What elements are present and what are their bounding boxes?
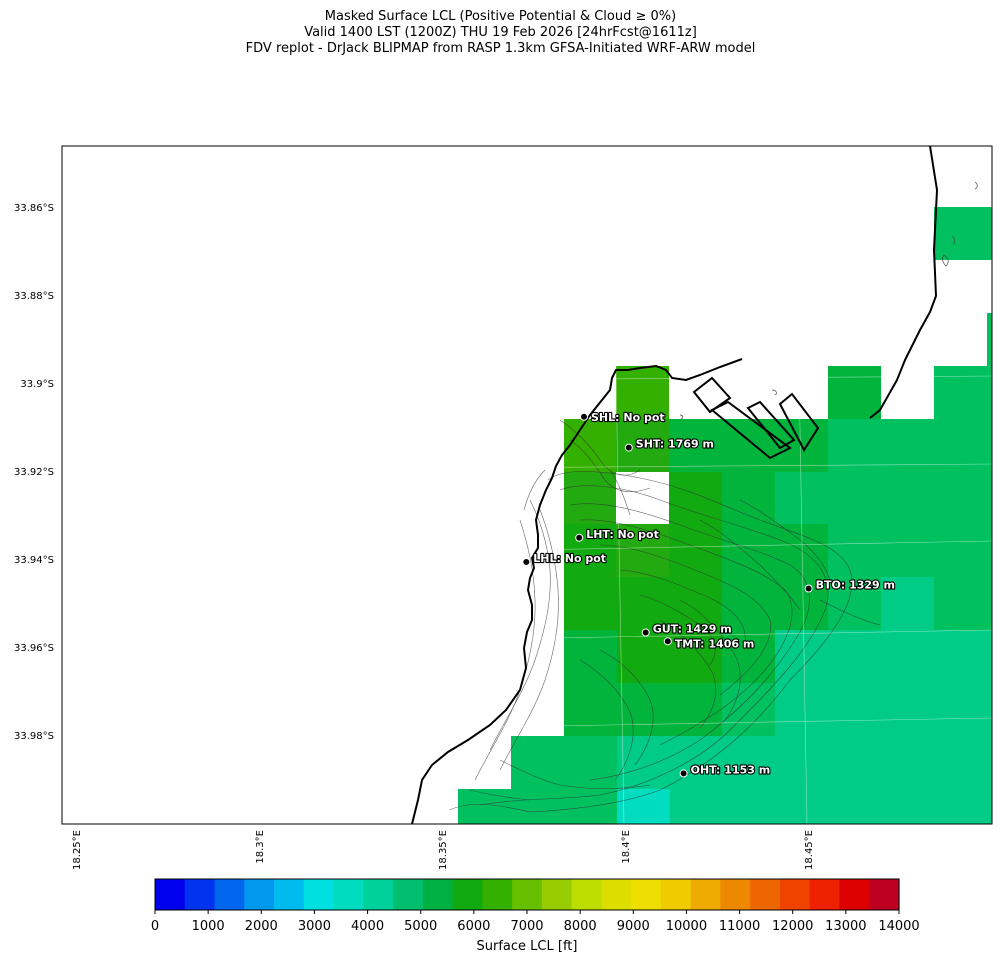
colorbar-swatch <box>571 879 602 910</box>
colorbar-swatch <box>422 879 454 910</box>
longitude-labels: 18.25°E 18.3°E 18.35°E 18.4°E 18.45°E <box>72 830 815 870</box>
station-lhl[interactable]: LHL: No pot <box>522 551 607 566</box>
colorbar-tick-label: 4000 <box>351 919 384 934</box>
colorbar-tick-label: 10000 <box>666 919 707 934</box>
colorbar-tick-label: 1000 <box>192 919 225 934</box>
station-tmt[interactable]: TMT: 1406 m <box>663 636 755 651</box>
lon-label: 18.25°E <box>72 830 83 870</box>
lon-label: 18.45°E <box>804 830 815 870</box>
lon-label: 18.3°E <box>255 830 266 864</box>
station-oht[interactable]: OHT: 1153 m <box>679 762 771 778</box>
colorbar-swatch <box>333 879 364 910</box>
lat-label: 33.96°S <box>14 643 54 654</box>
colorbar-ticks: 0 1000 2000 3000 4000 5000 6000 7000 8000 9000 100… <box>151 910 920 934</box>
station-lht[interactable]: LHT: No pot <box>575 527 660 542</box>
lat-label: 33.92°S <box>14 467 54 478</box>
colorbar-swatch <box>779 879 811 910</box>
station-label: GUT: 1429 m <box>653 623 732 636</box>
lat-label: 33.88°S <box>14 291 54 302</box>
lcl-grid-cells <box>458 207 992 824</box>
map-frame <box>61 145 993 825</box>
colorbar-tick-label: 12000 <box>772 919 813 934</box>
colorbar-tick-label: 5000 <box>404 919 437 934</box>
colorbar-swatch <box>274 879 305 910</box>
colorbar-swatch <box>452 879 483 910</box>
colorbar-tick-label: 3000 <box>298 919 331 934</box>
lat-label: 33.98°S <box>14 731 54 742</box>
colorbar-swatch <box>601 879 632 910</box>
station-shl[interactable]: SHL: No pot <box>580 410 666 425</box>
colorbar-tick-label: 2000 <box>245 919 278 934</box>
colorbar-swatch <box>393 879 424 910</box>
colorbar-swatch <box>750 879 781 910</box>
colorbar-swatch <box>512 879 543 910</box>
graticule <box>62 146 992 824</box>
station-label: LHT: No pot <box>586 528 659 541</box>
lat-label: 33.9°S <box>20 379 54 390</box>
colorbar-swatch <box>214 879 245 910</box>
colorbar-swatch <box>482 879 513 910</box>
station-label: LHL: No pot <box>533 552 606 565</box>
station-bto[interactable]: BTO: 1329 m <box>804 577 896 593</box>
colorbar-swatch <box>869 879 900 910</box>
colorbar-tick-label: 6000 <box>457 919 490 934</box>
colorbar-tick-label: 14000 <box>878 919 919 934</box>
lon-label: 18.4°E <box>621 830 632 864</box>
station-sht[interactable]: SHT: 1769 m <box>624 437 715 452</box>
colorbar-swatch <box>303 879 335 910</box>
colorbar-swatch <box>809 879 841 910</box>
colorbar-swatch <box>155 879 186 910</box>
colorbar-swatch <box>541 879 573 910</box>
station-label: OHT: 1153 m <box>691 763 771 776</box>
colorbar-swatch <box>363 879 394 910</box>
colorbar-tick-label: 11000 <box>719 919 760 934</box>
colorbar-tick-label: 8000 <box>564 919 597 934</box>
colorbar-swatch <box>631 879 662 910</box>
colorbar-swatch <box>660 879 692 910</box>
colorbar-swatch <box>244 879 275 910</box>
offshore-features <box>679 181 978 420</box>
map-title-line2: Valid 1400 LST (1200Z) THU 19 Feb 2026 [… <box>304 25 697 40</box>
lat-label: 33.94°S <box>14 555 54 566</box>
latitude-labels: 33.86°S 33.88°S 33.9°S 33.92°S 33.94°S 3… <box>14 203 54 742</box>
station-gut[interactable]: GUT: 1429 m <box>641 621 733 637</box>
station-label: SHT: 1769 m <box>636 438 714 451</box>
colorbar-title: Surface LCL [ft] <box>477 939 578 954</box>
colorbar-swatches <box>155 879 900 910</box>
colorbar-swatch <box>184 879 216 910</box>
colorbar-tick-label: 0 <box>151 919 159 934</box>
colorbar-tick-label: 13000 <box>825 919 866 934</box>
station-label: BTO: 1329 m <box>816 579 895 592</box>
coastline <box>411 146 939 824</box>
station-markers: SHL: No pot SHT: 1769 m LHT: No pot LHL:… <box>522 410 896 778</box>
colorbar-tick-label: 7000 <box>510 919 543 934</box>
terrain-contours <box>449 419 881 813</box>
station-label: TMT: 1406 m <box>675 637 755 650</box>
map-title-line3: FDV replot - DrJack BLIPMAP from RASP 1.… <box>245 41 756 56</box>
colorbar-tick-label: 9000 <box>617 919 650 934</box>
colorbar-swatch <box>839 879 870 910</box>
colorbar: 0 1000 2000 3000 4000 5000 6000 7000 8000 9000 100… <box>151 878 920 954</box>
colorbar-swatch <box>720 879 751 910</box>
colorbar-swatch <box>690 879 722 910</box>
station-label: SHL: No pot <box>591 411 665 424</box>
map-title-line1: Masked Surface LCL (Positive Potential &… <box>324 9 677 24</box>
lat-label: 33.86°S <box>14 203 54 214</box>
lon-label: 18.35°E <box>438 830 449 870</box>
